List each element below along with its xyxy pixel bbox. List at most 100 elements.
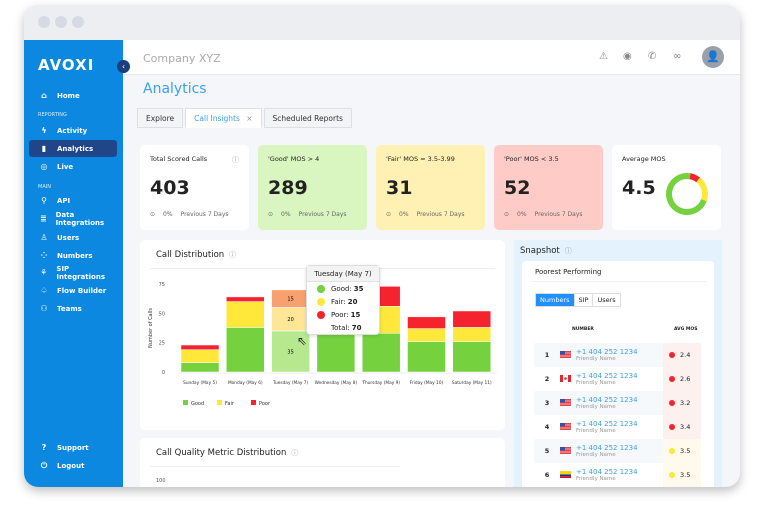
table-row[interactable]: 5 +1 404 252 1234 Friendly Name 3.5: [534, 439, 701, 463]
sidebar-item-support[interactable]: ? Support: [29, 439, 117, 456]
segment-users[interactable]: Users: [597, 296, 616, 304]
friendly-name: Friendly Name: [576, 428, 616, 434]
sidebar-item-flow-builder[interactable]: ♤ Flow Builder: [29, 282, 117, 299]
mouse-cursor-icon: ⇖: [297, 334, 308, 348]
tooltip-value: 20: [347, 297, 358, 306]
segment-numbers[interactable]: Numbers: [536, 294, 575, 306]
sidebar-item-label: Live: [57, 162, 74, 171]
card-value: 31: [386, 177, 413, 199]
window-titlebar: [24, 5, 740, 40]
window-dot[interactable]: [72, 16, 84, 28]
avatar[interactable]: 👤: [702, 46, 724, 68]
sidebar-item-sip-integrations[interactable]: ⚘ SIP Integrations: [29, 264, 117, 281]
sidebar-item-api[interactable]: ⚲ API: [29, 192, 117, 209]
tab-label: Call Insights: [194, 114, 240, 123]
sidebar-item-label: API: [57, 196, 71, 205]
card-value: 52: [504, 177, 531, 199]
tab-explore[interactable]: Explore: [137, 108, 184, 128]
sidebar-item-data-integrations[interactable]: ≣ Data Integrations: [29, 210, 117, 227]
sidebar-item-label: Flow Builder: [57, 286, 107, 295]
poor-dot: [317, 310, 325, 319]
card-value: 4.5: [622, 177, 656, 199]
phone-number-link[interactable]: +1 404 252 1234: [576, 444, 638, 452]
page-title: Analytics: [143, 81, 207, 97]
flow-icon: ♤: [40, 286, 48, 295]
flag-us-icon: [560, 350, 576, 360]
tab-call-insights[interactable]: Call Insights ×: [185, 108, 262, 128]
mos-value: 3.5: [680, 447, 691, 455]
flag-us-icon: [560, 446, 576, 456]
sidebar-item-label: Home: [57, 91, 80, 100]
main-content: Company XYZ ⚠ ◉ ✆ ∞ 👤 Analytics Explore …: [123, 40, 740, 487]
card-title: Average MOS: [622, 155, 666, 163]
sidebar-item-label: SIP Integrations: [56, 264, 105, 281]
tab-scheduled-reports[interactable]: Scheduled Reports: [263, 108, 352, 128]
info-icon[interactable]: ⓘ: [291, 449, 299, 457]
rank: 1: [544, 351, 550, 359]
flag-co-icon: [560, 470, 576, 480]
donut-fair-segment: [666, 173, 708, 215]
flag-ca-icon: [560, 374, 576, 384]
sidebar-item-activity[interactable]: ϟ Activity: [29, 122, 117, 139]
account-icon[interactable]: ◉: [623, 51, 632, 62]
window-dot[interactable]: [55, 16, 67, 28]
friendly-name: Friendly Name: [576, 452, 616, 458]
tab-bar: Explore Call Insights × Scheduled Report…: [137, 108, 354, 128]
window-dot[interactable]: [38, 16, 50, 28]
table-row[interactable]: 6 +1 404 252 1234 Friendly Name 3.5: [534, 463, 701, 487]
table-row[interactable]: 1 +1 404 252 1234 Friendly Name 2.4: [534, 343, 701, 367]
card-change: 0%: [163, 211, 173, 218]
card-change: 0%: [517, 211, 527, 218]
card-period: Previous 7 Days: [416, 211, 465, 218]
table-row[interactable]: 3 +1 404 252 1234 Friendly Name 3.2: [534, 391, 701, 415]
sidebar-item-logout[interactable]: ⏻ Logout: [29, 457, 117, 474]
phone-number-link[interactable]: +1 404 252 1234: [576, 420, 638, 428]
sidebar-item-teams[interactable]: ⚇ Teams: [29, 300, 117, 317]
avg-mos-cell: 2.4: [663, 343, 701, 367]
sidebar-item-label: Logout: [57, 461, 85, 470]
phone-number-link[interactable]: +1 404 252 1234: [576, 468, 638, 476]
card-period: Previous 7 Days: [298, 211, 347, 218]
sip-icon: ⚘: [40, 268, 48, 277]
phone-number-link[interactable]: +1 404 252 1234: [576, 396, 638, 404]
sidebar-item-label: Activity: [57, 126, 88, 135]
subtitle: Poorest Performing: [535, 268, 602, 276]
rank: 2: [544, 375, 550, 383]
info-icon[interactable]: ⓘ: [564, 247, 572, 255]
card-title: 'Fair' MOS = 3.5-3.99: [386, 155, 455, 163]
teams-icon: ⚇: [40, 304, 48, 313]
collapse-sidebar-button[interactable]: ‹: [117, 60, 130, 73]
company-name: Company XYZ: [143, 52, 221, 65]
sidebar-item-label: Data Integrations: [55, 210, 105, 227]
change-icon: ⊙: [386, 211, 392, 218]
sidebar-item-users[interactable]: ♙ Users: [29, 229, 117, 246]
info-icon[interactable]: ⓘ: [229, 251, 237, 259]
activity-icon: ϟ: [41, 126, 47, 135]
sidebar-item-analytics[interactable]: ▮ Analytics: [29, 140, 117, 157]
table-row[interactable]: 4 +1 404 252 1234 Friendly Name 3.4: [534, 415, 701, 439]
close-tab-icon[interactable]: ×: [246, 114, 253, 123]
fair-dot: [317, 297, 325, 306]
stat-card: 'Poor' MOS < 3.5 52 ⊙ 0% Previous 7 Days: [494, 145, 603, 230]
mos-value: 3.4: [680, 423, 691, 431]
sidebar-item-numbers[interactable]: ⁘ Numbers: [29, 247, 117, 264]
mos-status-dot: [669, 400, 675, 406]
card-title: 'Good' MOS > 4: [268, 155, 320, 163]
donut-poor-segment: [666, 173, 708, 215]
segment-sip[interactable]: SIP: [575, 294, 594, 306]
info-icon[interactable]: ⓘ: [232, 156, 239, 164]
logout-icon: ⏻: [40, 460, 48, 470]
live-icon: ◎: [40, 162, 48, 171]
tooltip-label: Total:: [331, 323, 350, 332]
call-quality-panel: Call Quality Metric Distribution ⓘ 100: [140, 438, 505, 487]
voicemail-icon[interactable]: ∞: [673, 51, 682, 62]
sidebar-item-home[interactable]: ⌂ Home: [29, 87, 117, 104]
card-change: 0%: [399, 211, 409, 218]
sidebar-item-live[interactable]: ◎ Live: [29, 158, 117, 175]
snapshot-panel: Snapshot ⓘ Poorest Performing Numbers SIP…: [514, 240, 722, 487]
phone-number-link[interactable]: +1 404 252 1234: [576, 372, 638, 380]
alert-icon[interactable]: ⚠: [599, 51, 608, 62]
phone-number-link[interactable]: +1 404 252 1234: [576, 348, 638, 356]
table-row[interactable]: 2 +1 404 252 1234 Friendly Name 2.6: [534, 367, 701, 391]
phone-icon[interactable]: ✆: [648, 51, 657, 62]
